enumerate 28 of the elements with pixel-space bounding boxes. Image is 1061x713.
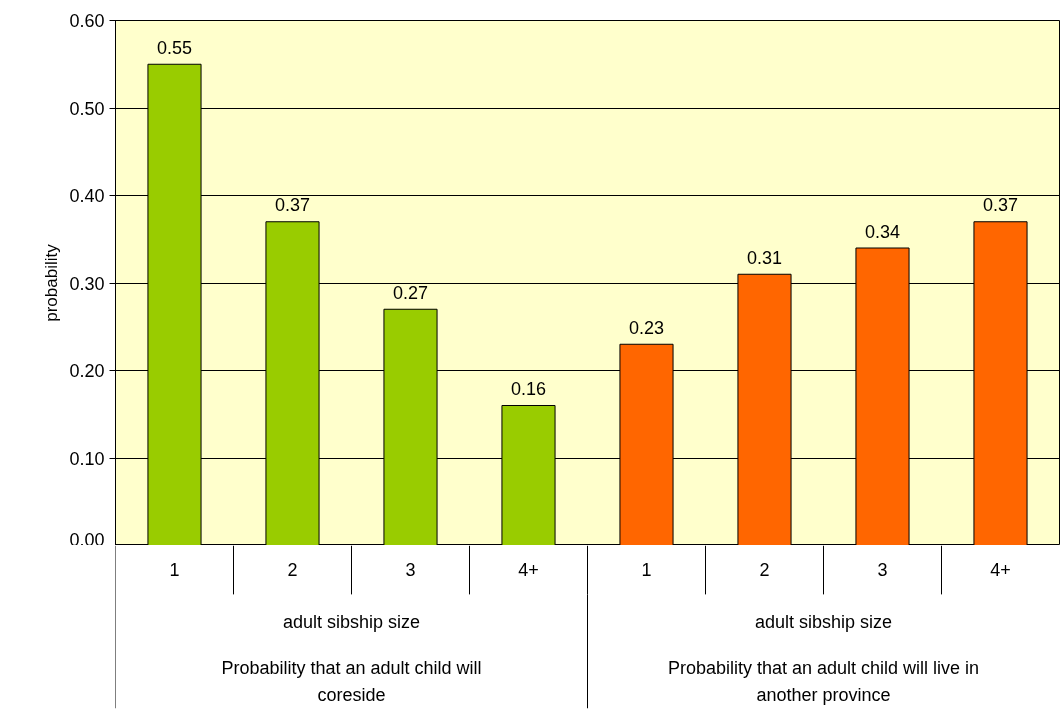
x-tick-label: 1 [169,560,180,581]
x-tick-label: 2 [287,560,298,581]
x-tick-label: 3 [405,560,416,581]
y-tick-label: 0.40 [69,186,105,206]
x-axis-title: adult sibship size [282,611,421,632]
y-tick-label: 0.30 [69,273,105,294]
data-label: 0.55 [156,37,193,58]
x-tick-label: 4+ [990,560,1011,581]
data-label: 0.34 [864,221,901,242]
y-tick-label: 0.50 [69,98,105,119]
text: Probability that an adult child will live in another province [667,657,980,705]
x-tick-label: 2 [759,560,770,581]
x-tick-label: 4+ [518,560,539,581]
y-tick-label: 0.60 [69,11,105,31]
data-label: 0.37 [982,195,1019,216]
text: adult sibship size [754,611,893,632]
y-axis-title: probability [42,243,62,322]
text: Probability that an adult child will coreside [221,657,482,705]
data-label: 0.27 [392,282,429,303]
y-tick-label: 0.00 [69,529,105,550]
y-tick-label: 0.10 [69,448,105,469]
data-label: 0.16 [510,379,547,399]
y-tick-label: 0.20 [69,361,105,381]
data-label: 0.37 [274,195,311,216]
x-tick-label: 3 [877,560,888,581]
x-tick-label: 1 [641,560,652,581]
data-label: 0.31 [746,247,783,268]
data-label: 0.23 [628,317,665,338]
